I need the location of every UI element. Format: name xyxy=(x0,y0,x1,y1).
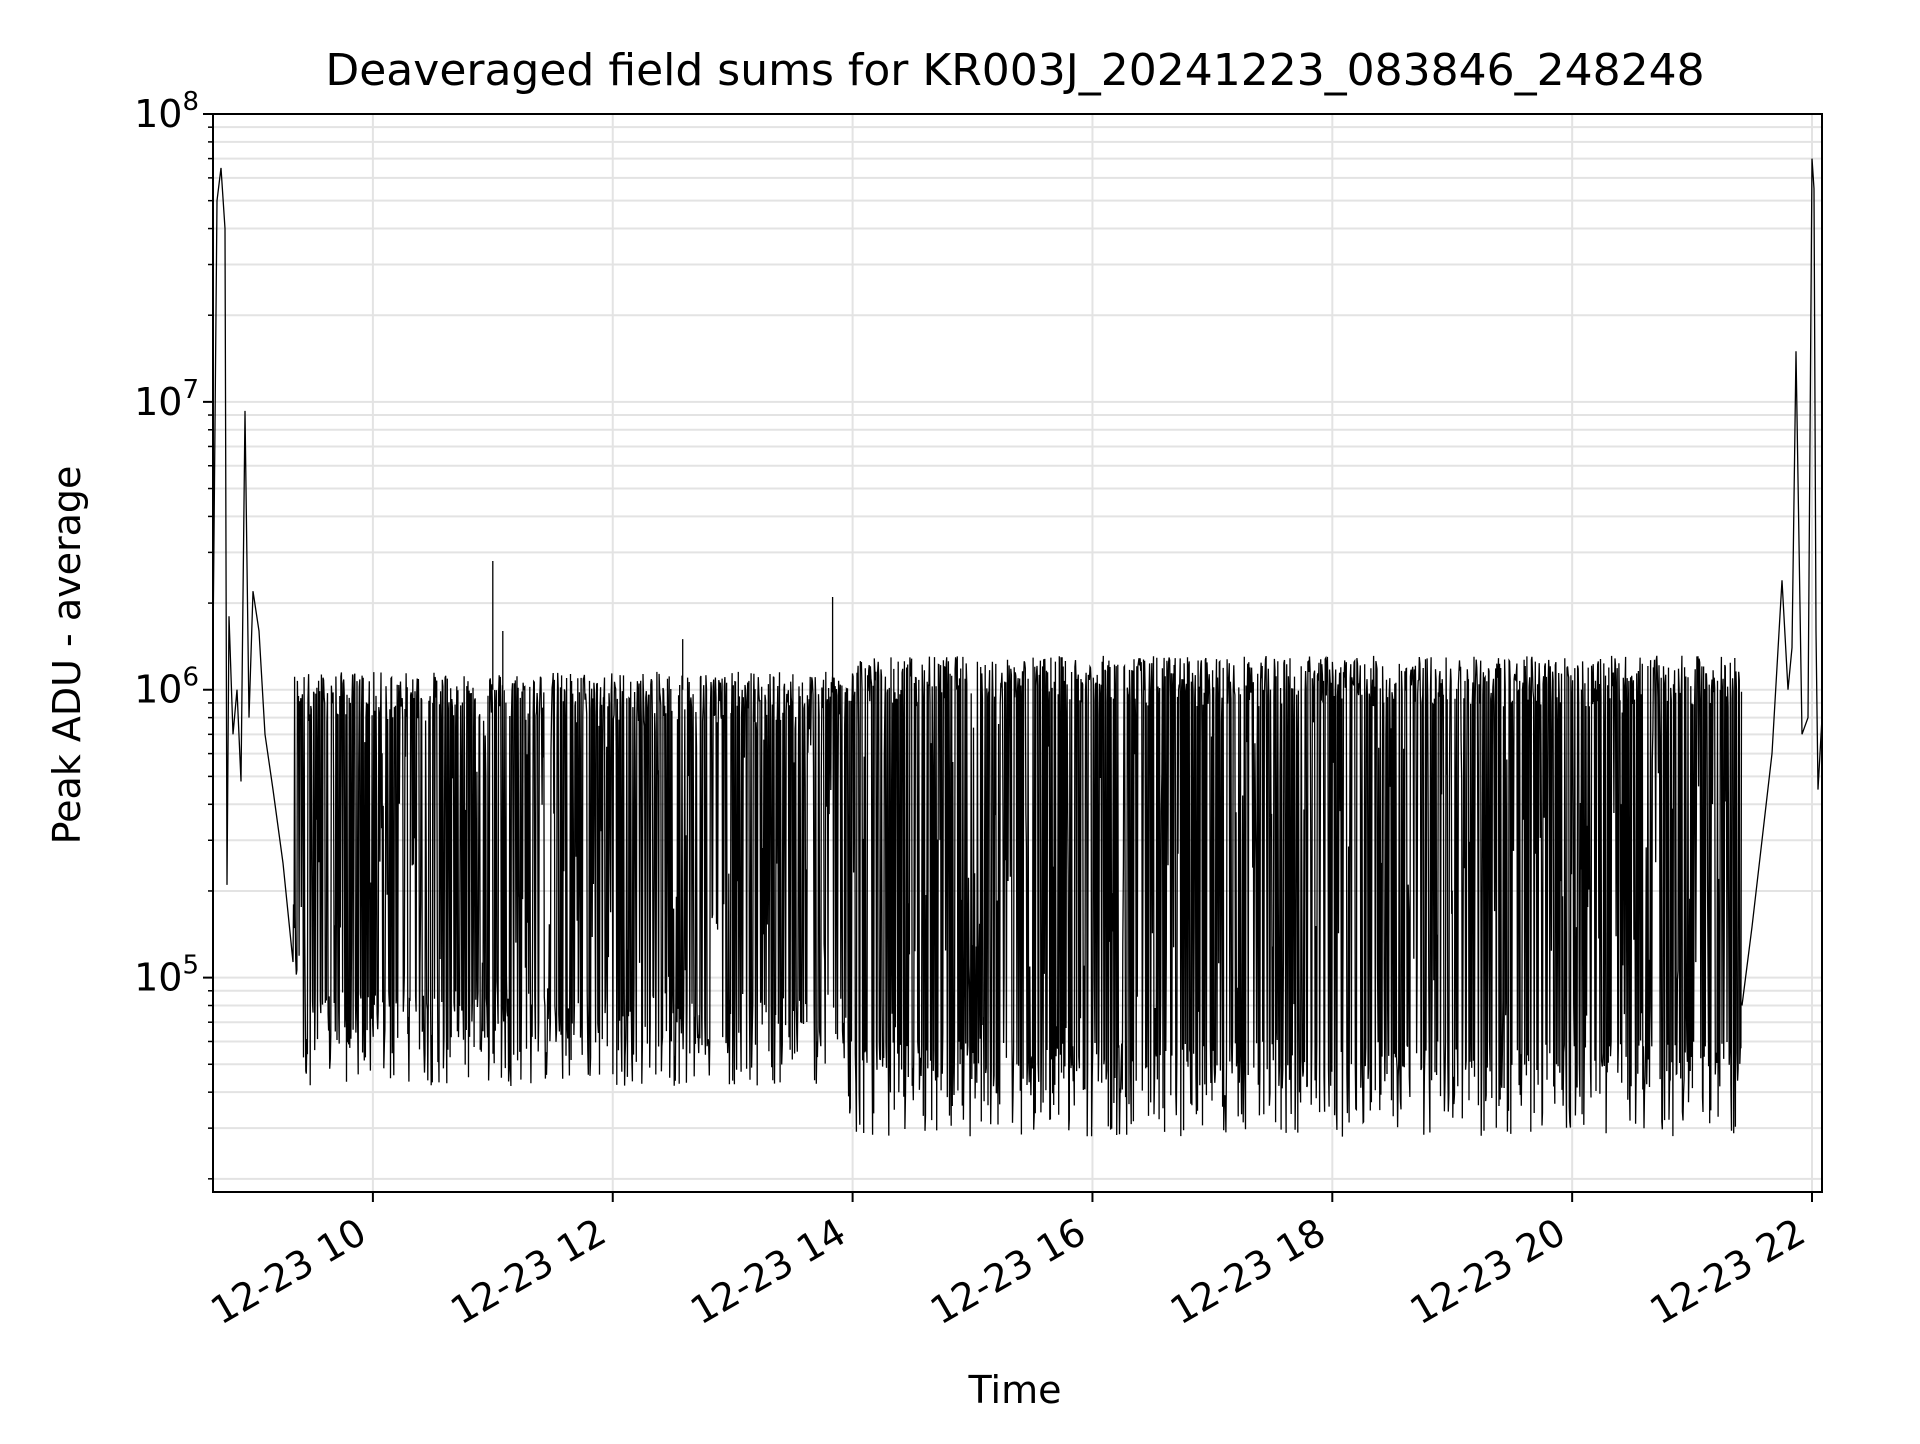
y-tick-exponent: 5 xyxy=(182,951,199,981)
y-tick-base: 10 xyxy=(134,668,182,712)
series-line xyxy=(213,158,1822,1137)
series-layer xyxy=(213,158,1822,1137)
y-tick-exponent: 8 xyxy=(182,87,199,117)
y-tick-label: 108 xyxy=(134,87,199,136)
y-tick-exponent: 6 xyxy=(182,663,199,693)
y-axis-label: Peak ADU - average xyxy=(45,466,89,845)
plot-frame xyxy=(212,113,1823,1193)
chart-title: Deaveraged field sums for KR003J_2024122… xyxy=(325,45,1704,96)
y-tick-label: 105 xyxy=(134,951,199,1000)
y-tick-base: 10 xyxy=(134,956,182,1000)
x-axis-label: Time xyxy=(968,1368,1062,1412)
y-tick-exponent: 7 xyxy=(182,375,199,405)
y-tick-label: 107 xyxy=(134,375,199,424)
y-tick-label: 106 xyxy=(134,663,199,712)
y-tick-base: 10 xyxy=(134,380,182,424)
y-tick-base: 10 xyxy=(134,92,182,136)
